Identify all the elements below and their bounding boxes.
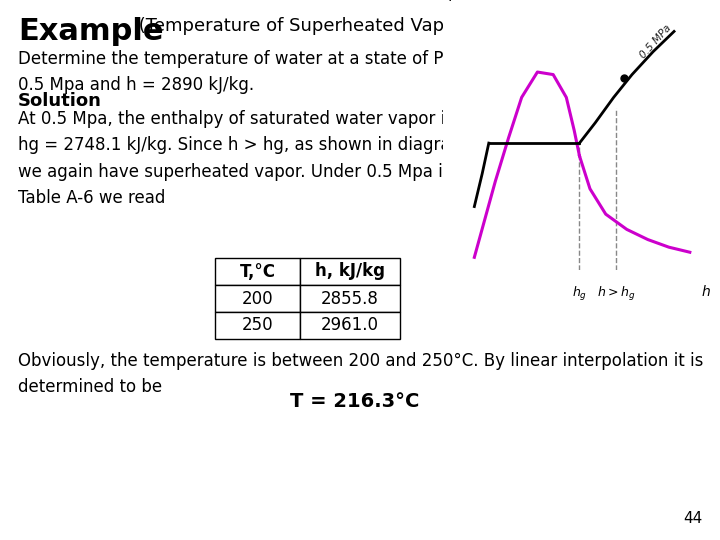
Text: T = 216.3°C: T = 216.3°C [290,392,420,411]
Text: $h > h_g$: $h > h_g$ [597,285,636,303]
Bar [300,285,400,312]
Bar [300,258,400,285]
Text: Example: Example [18,17,163,46]
Text: 2855.8: 2855.8 [321,289,379,307]
Text: T,°C: T,°C [240,262,276,280]
Text: (Temperature of Superheated Vapor): (Temperature of Superheated Vapor) [133,17,469,35]
Bar [215,285,300,312]
Text: 0.5 MPa: 0.5 MPa [638,23,673,60]
Text: Solution: Solution [18,92,102,110]
Bar [215,312,300,339]
Text: h, kJ/kg: h, kJ/kg [315,262,385,280]
Text: 200: 200 [242,289,274,307]
Text: h: h [701,285,710,299]
Bar [300,312,400,339]
Bar [215,258,300,285]
Text: 250: 250 [242,316,274,334]
Text: $h_g$: $h_g$ [572,285,587,303]
Text: Obviously, the temperature is between 200 and 250°C. By linear interpolation it : Obviously, the temperature is between 20… [18,352,703,396]
Text: 2961.0: 2961.0 [321,316,379,334]
Text: T: T [446,0,455,3]
Text: Determine the temperature of water at a state of P =
0.5 Mpa and h = 2890 kJ/kg.: Determine the temperature of water at a … [18,50,463,94]
Text: 44: 44 [684,511,703,526]
Text: At 0.5 Mpa, the enthalpy of saturated water vapor is
hg = 2748.1 kJ/kg. Since h : At 0.5 Mpa, the enthalpy of saturated wa… [18,110,472,207]
